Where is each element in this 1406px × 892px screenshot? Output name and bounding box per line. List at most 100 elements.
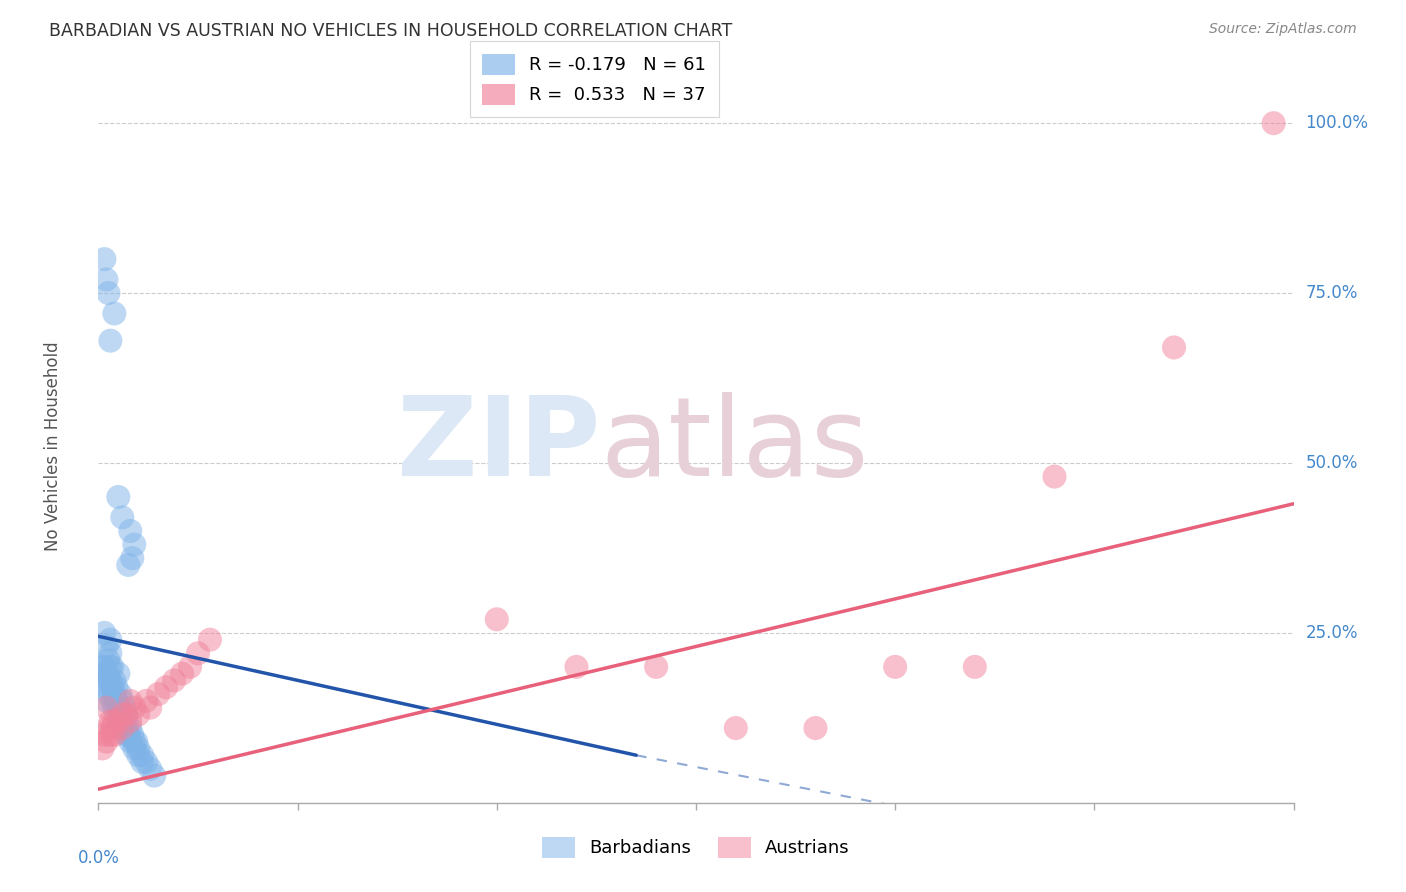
Point: [110, 687, 132, 701]
Point: [111, 721, 134, 735]
Point: [98, 673, 122, 688]
Point: [101, 680, 124, 694]
Point: [139, 762, 162, 776]
Point: [172, 666, 194, 681]
Text: atlas: atlas: [600, 392, 869, 500]
Point: [111, 714, 134, 729]
Point: [115, 707, 138, 722]
Point: [103, 714, 125, 729]
Point: [110, 707, 132, 722]
Point: [124, 537, 146, 551]
Point: [121, 551, 143, 566]
Point: [98, 728, 122, 742]
Point: [724, 721, 747, 735]
Point: [565, 660, 588, 674]
Point: [963, 660, 986, 674]
Point: [117, 728, 139, 742]
Point: [98, 646, 122, 660]
Point: [98, 660, 122, 674]
Point: [112, 700, 135, 714]
Point: [120, 734, 142, 748]
Point: [131, 748, 153, 763]
Point: [127, 707, 149, 722]
Point: [125, 734, 148, 748]
Text: 0.0%: 0.0%: [77, 849, 120, 867]
Point: [96, 272, 118, 286]
Point: [120, 721, 142, 735]
Point: [124, 700, 146, 714]
Point: [1263, 116, 1285, 130]
Point: [96, 680, 118, 694]
Point: [1163, 341, 1185, 355]
Point: [97, 721, 120, 735]
Point: [179, 660, 201, 674]
Point: [111, 707, 134, 722]
Point: [93, 728, 115, 742]
Point: [804, 721, 827, 735]
Point: [96, 640, 118, 654]
Point: [97, 673, 120, 688]
Point: [103, 700, 125, 714]
Point: [111, 694, 134, 708]
Point: [107, 714, 129, 729]
Text: 100.0%: 100.0%: [1306, 114, 1368, 132]
Point: [107, 490, 129, 504]
Point: [101, 660, 124, 674]
Point: [115, 728, 138, 742]
Point: [96, 666, 118, 681]
Point: [98, 632, 122, 647]
Point: [97, 653, 120, 667]
Point: [187, 646, 209, 660]
Point: [93, 660, 115, 674]
Point: [91, 673, 114, 688]
Point: [198, 632, 221, 647]
Point: [115, 707, 138, 722]
Point: [124, 734, 146, 748]
Point: [111, 510, 134, 524]
Point: [98, 334, 122, 348]
Point: [120, 694, 142, 708]
Point: [884, 660, 907, 674]
Point: [96, 700, 118, 714]
Text: 25.0%: 25.0%: [1306, 624, 1358, 642]
Point: [107, 700, 129, 714]
Point: [135, 755, 157, 769]
Text: 50.0%: 50.0%: [1306, 454, 1358, 472]
Point: [112, 714, 135, 729]
Point: [115, 721, 138, 735]
Point: [91, 741, 114, 756]
Point: [101, 721, 124, 735]
Text: 75.0%: 75.0%: [1306, 284, 1358, 302]
Point: [107, 666, 129, 681]
Point: [98, 714, 122, 729]
Point: [103, 687, 125, 701]
Point: [97, 286, 120, 301]
Text: ZIP: ZIP: [396, 392, 600, 500]
Point: [124, 741, 146, 756]
Point: [96, 734, 118, 748]
Text: BARBADIAN VS AUSTRIAN NO VEHICLES IN HOUSEHOLD CORRELATION CHART: BARBADIAN VS AUSTRIAN NO VEHICLES IN HOU…: [49, 22, 733, 40]
Point: [101, 694, 124, 708]
Point: [107, 714, 129, 729]
Point: [485, 612, 508, 626]
Point: [120, 714, 142, 729]
Point: [103, 673, 125, 688]
Point: [127, 741, 149, 756]
Point: [1043, 469, 1066, 483]
Point: [91, 660, 114, 674]
Point: [139, 700, 162, 714]
Point: [135, 694, 157, 708]
Point: [103, 306, 125, 320]
Point: [121, 728, 143, 742]
Text: No Vehicles in Household: No Vehicles in Household: [44, 341, 62, 551]
Point: [103, 728, 125, 742]
Point: [96, 694, 118, 708]
Point: [143, 769, 166, 783]
Point: [105, 694, 128, 708]
Point: [111, 721, 134, 735]
Point: [97, 687, 120, 701]
Point: [93, 626, 115, 640]
Point: [131, 755, 153, 769]
Point: [645, 660, 668, 674]
Point: [155, 680, 177, 694]
